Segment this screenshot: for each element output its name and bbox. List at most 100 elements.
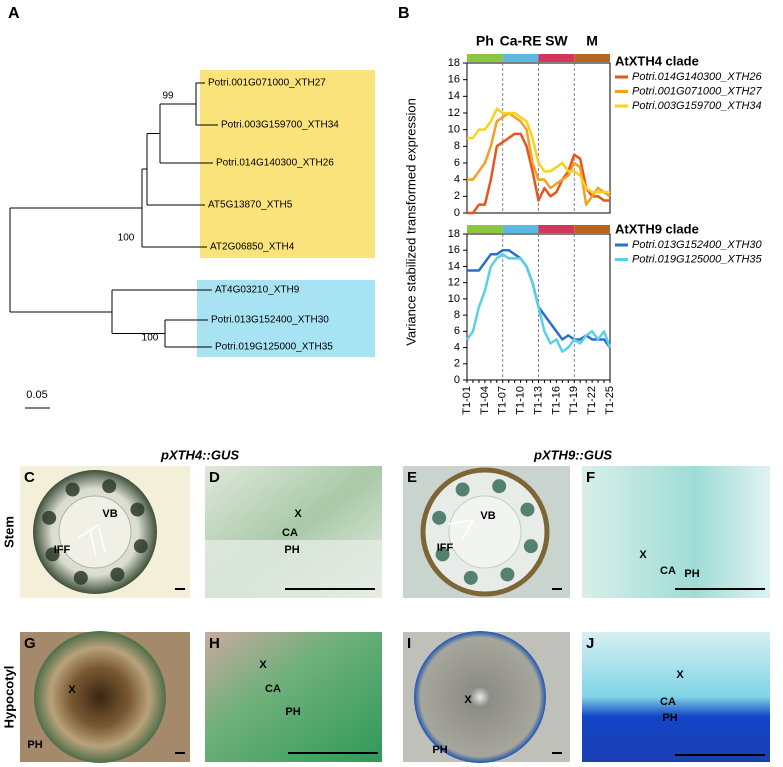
y-tick-label: 4 (454, 341, 460, 353)
bundle (133, 539, 148, 554)
structure-label: X (68, 684, 76, 696)
x-tick-label: T1-22 (586, 386, 598, 415)
bundle (65, 482, 80, 497)
row-label: Hypocotyl (1, 666, 16, 729)
y-tick-label: 12 (448, 277, 460, 289)
panel-letter: G (24, 635, 36, 652)
y-tick-label: 4 (454, 174, 460, 186)
stage-bar (502, 225, 539, 233)
stage-bar (574, 54, 610, 62)
y-tick-label: 14 (448, 90, 460, 102)
legend-label: Potri.014G140300_XTH26 (632, 71, 763, 83)
structure-label: X (259, 659, 267, 671)
bundle (45, 547, 60, 562)
bundle (73, 570, 88, 585)
x-tick-label: T1-16 (550, 386, 562, 415)
series-line (465, 253, 612, 353)
panel-letter: J (586, 635, 594, 652)
micrograph (205, 632, 382, 762)
leaf-label: Potri.019G125000_XTH35 (215, 342, 333, 353)
structure-label: X (676, 669, 684, 681)
bundle (102, 479, 117, 494)
bundle (42, 510, 57, 525)
structure-label: PH (432, 744, 447, 756)
arrows (77, 519, 474, 557)
y-tick-label: 10 (448, 124, 460, 136)
x-tick-label: T1-01 (461, 386, 473, 415)
bundle (523, 539, 538, 554)
leaf-label: Potri.003G159700_XTH34 (221, 120, 339, 131)
structure-label: PH (284, 544, 299, 556)
y-tick-label: 16 (448, 244, 460, 256)
panel-letter: I (407, 635, 411, 652)
structure-label: PH (662, 712, 677, 724)
y-axis-label: Variance stabilized transformed expressi… (403, 98, 418, 346)
stage-bar (467, 54, 503, 62)
stage-bar (538, 225, 575, 233)
panel-letter: B (398, 5, 410, 22)
bootstrap-value: 100 (142, 333, 159, 344)
y-tick-label: 18 (448, 57, 460, 69)
micrograph (582, 632, 770, 762)
y-tick-label: 0 (454, 374, 460, 386)
micrograph (403, 466, 570, 598)
stage-label: SW (545, 33, 568, 49)
bootstrap-value: 100 (118, 233, 135, 244)
bootstrap-value: 99 (162, 91, 174, 102)
bundle (520, 502, 535, 517)
panel-letter: F (586, 469, 595, 486)
scale-label: 0.05 (26, 389, 47, 401)
row-label: Stem (1, 516, 16, 548)
micrograph (403, 631, 570, 763)
bundle (500, 567, 515, 582)
y-tick-label: 16 (448, 74, 460, 86)
series-line (467, 111, 611, 206)
structure-label: CA (660, 565, 676, 577)
vascular-bundles (42, 479, 538, 585)
tree-edges (9, 82, 218, 348)
x-tick-label: T1-13 (532, 386, 544, 415)
x-tick-label: T1-25 (604, 386, 616, 415)
bundle (130, 502, 145, 517)
stage-label: M (586, 33, 598, 49)
panel-letter: C (24, 469, 35, 486)
structure-label: CA (265, 683, 281, 695)
bundle (110, 567, 125, 582)
structure-label: PH (27, 739, 42, 751)
y-tick-label: 2 (454, 358, 460, 370)
legend-title: AtXTH9 clade (615, 221, 699, 236)
y-tick-label: 6 (454, 157, 460, 169)
structure-label: VB (480, 510, 495, 522)
stage-bar (502, 54, 539, 62)
structure-label: X (639, 549, 647, 561)
x-tick-label: T1-04 (479, 386, 491, 415)
panel-letter: H (209, 635, 220, 652)
legend-label: Potri.001G071000_XTH27 (632, 85, 763, 97)
y-tick-label: 2 (454, 190, 460, 202)
micrograph (20, 466, 190, 598)
structure-label: X (294, 508, 302, 520)
structure-label: PH (684, 568, 699, 580)
leaf-label: AT4G03210_XTH9 (215, 285, 300, 296)
y-tick-label: 8 (454, 140, 460, 152)
structure-label: VB (102, 508, 117, 520)
legend-label: Potri.019G125000_XTH35 (632, 253, 763, 265)
y-tick-label: 6 (454, 325, 460, 337)
stage-bar (467, 225, 503, 233)
x-tick-label: T1-07 (497, 386, 509, 415)
y-tick-label: 18 (448, 228, 460, 240)
micrograph (205, 466, 382, 598)
bundle (455, 482, 470, 497)
x-tick-label: T1-10 (515, 386, 527, 415)
clade-box (200, 70, 375, 258)
y-tick-label: 14 (448, 260, 460, 272)
leaf-label: AT5G13870_XTH5 (208, 200, 293, 211)
scale-bars (175, 588, 765, 756)
legend-title: AtXTH4 clade (615, 53, 699, 68)
leaf-label: Potri.001G071000_XTH27 (208, 78, 326, 89)
bundle (432, 510, 447, 525)
panel-letter: D (209, 469, 220, 486)
series-line (467, 107, 610, 194)
micrograph (582, 466, 770, 598)
